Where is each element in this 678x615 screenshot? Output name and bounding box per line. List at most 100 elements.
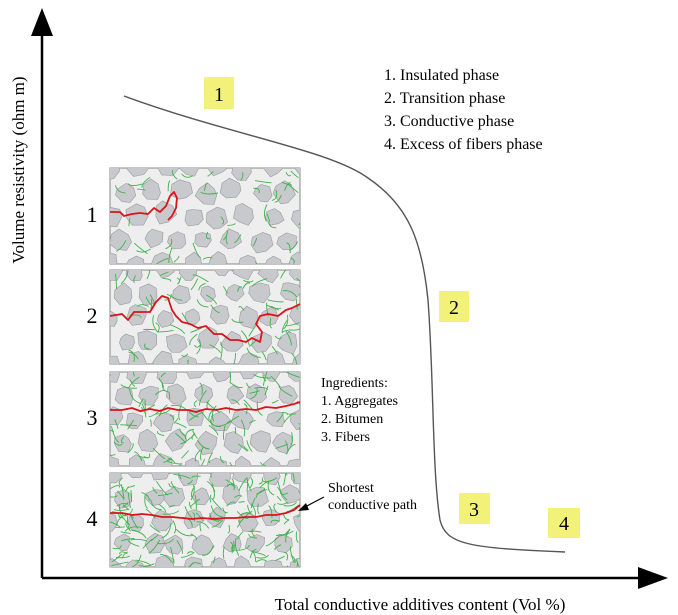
fiber [288, 328, 300, 331]
fiber [196, 299, 209, 308]
fiber [127, 419, 134, 430]
fiber [131, 529, 147, 539]
fiber [286, 372, 300, 378]
fiber [168, 247, 173, 263]
aggregate [110, 372, 121, 383]
fiber [266, 213, 271, 222]
fiber [186, 551, 195, 554]
fiber [207, 171, 214, 177]
fiber [202, 545, 214, 556]
aggregate [293, 513, 300, 532]
fiber [227, 222, 236, 226]
fiber [249, 477, 253, 489]
aggregate [292, 352, 300, 364]
aggregate [238, 255, 257, 264]
fiber [238, 501, 245, 503]
aggregate [257, 270, 279, 284]
fiber [130, 490, 133, 503]
aggregate [151, 473, 170, 481]
panel-4 [109, 472, 301, 568]
microstructure-panels [109, 167, 325, 568]
fiber [162, 510, 180, 515]
fiber [231, 399, 240, 405]
fiber [231, 270, 233, 272]
fiber [240, 172, 244, 181]
fiber [120, 384, 138, 389]
fiber [176, 277, 181, 285]
panel-1 [109, 167, 301, 265]
fiber [226, 501, 236, 507]
aggregate [286, 458, 300, 466]
fiber [168, 504, 176, 508]
fiber [190, 533, 197, 541]
aggregate [244, 534, 266, 553]
aggregate [125, 203, 149, 226]
fiber [253, 374, 271, 379]
phase-marker-2: 2 [439, 291, 469, 322]
fiber [192, 242, 201, 259]
fiber [266, 304, 282, 310]
fiber [141, 177, 151, 188]
aggregate [307, 283, 325, 300]
fiber [178, 473, 182, 480]
phase-marker-4-number: 4 [559, 513, 569, 535]
aggregate [128, 454, 146, 466]
aggregate [113, 282, 133, 306]
fiber [277, 501, 289, 505]
fiber [118, 505, 125, 516]
fiber [249, 390, 260, 394]
fiber [124, 486, 129, 493]
fiber [115, 273, 117, 289]
fiber [122, 501, 129, 508]
fiber [260, 461, 266, 466]
panel-1-conductive-path [110, 191, 178, 221]
fiber [233, 352, 236, 364]
fiber [225, 479, 235, 486]
fiber [274, 194, 282, 203]
fiber [231, 544, 236, 554]
fiber [128, 218, 131, 227]
phase-legend-item-2: 2. Transition phase [384, 90, 505, 107]
aggregate [209, 356, 226, 364]
aggregate [222, 533, 242, 552]
fiber [267, 299, 284, 303]
fiber [276, 413, 284, 423]
fiber [220, 456, 225, 464]
fiber [128, 183, 143, 187]
phase-marker-2-number: 2 [449, 297, 459, 319]
fiber [172, 520, 177, 534]
panel-3-conductive-path [110, 401, 301, 413]
aggregate [266, 350, 286, 364]
aggregate [291, 209, 300, 230]
fiber [193, 400, 198, 407]
aggregate [110, 228, 132, 251]
fiber [283, 414, 292, 423]
fiber [286, 242, 291, 254]
aggregate [156, 372, 177, 385]
fiber [192, 430, 198, 439]
aggregate [163, 486, 185, 507]
fiber [290, 170, 299, 179]
fiber [238, 306, 245, 311]
aggregate [154, 554, 175, 567]
resistivity-curve [123, 95, 566, 553]
aggregate [186, 407, 204, 427]
aggregate [110, 513, 118, 532]
fiber [156, 431, 165, 436]
fiber [191, 432, 196, 440]
fiber [157, 492, 173, 496]
aggregate [288, 251, 300, 264]
fiber [250, 388, 258, 400]
phase-legend: 1. Insulated phase 2. Transition phase 3… [384, 67, 543, 153]
fiber [296, 514, 300, 518]
panel-2-conductive-path [109, 295, 301, 343]
fiber [256, 555, 269, 559]
fiber [285, 172, 292, 177]
fiber [269, 317, 272, 329]
fiber [202, 257, 213, 260]
fiber [194, 495, 197, 511]
fiber [115, 514, 127, 526]
aggregate [194, 232, 212, 248]
aggregate [239, 372, 259, 380]
fiber [285, 330, 292, 346]
